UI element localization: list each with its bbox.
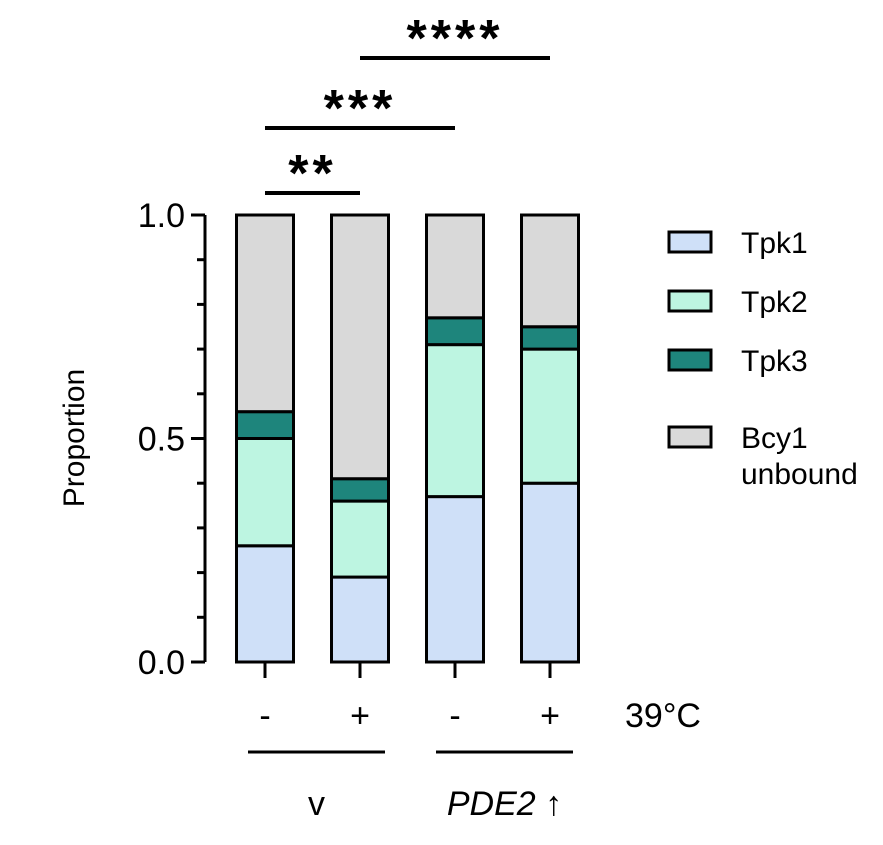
y-tick-label: 1.0: [138, 197, 185, 235]
temp-condition-label: +: [350, 697, 370, 735]
bar-segment-bcy1-unbound-2: [425, 213, 485, 320]
legend-swatch: [667, 230, 713, 254]
bar-segment-tpk1-2: [425, 495, 485, 664]
significance-stars: ***: [324, 80, 397, 138]
group-label: PDE2 ↑: [447, 785, 562, 823]
bar-segment-tpk3-0: [235, 410, 295, 440]
temp-condition-label: +: [540, 697, 560, 735]
significance-stars: ****: [407, 10, 504, 68]
legend-swatch: [667, 348, 713, 372]
bar-segment-tpk1-3: [520, 481, 580, 664]
bar-segment-tpk3-1: [330, 477, 390, 503]
legend-swatch: [667, 289, 713, 313]
bar-segment-tpk2-3: [520, 347, 580, 485]
legend-label: Bcy1 unbound: [741, 422, 858, 491]
legend-label-line: unbound: [741, 458, 858, 491]
y-tick-label: 0.5: [138, 421, 185, 459]
bar-segment-tpk2-1: [330, 499, 390, 579]
legend-label: Tpk1: [741, 227, 808, 260]
legend-label-line: Tpk2: [741, 286, 808, 319]
significance-stars: **: [288, 145, 336, 203]
legend-label: Tpk2: [741, 286, 808, 319]
y-axis-title: Proportion: [58, 369, 91, 507]
legend-label-line: Bcy1: [741, 422, 808, 455]
y-axis: 0.0 0.5 1.0: [138, 197, 207, 682]
bar-segment-tpk3-2: [425, 316, 485, 347]
legend-swatch: [667, 425, 713, 449]
bar-segment-tpk2-2: [425, 343, 485, 499]
bar-segment-tpk3-3: [520, 325, 580, 351]
legend-label-line: Tpk3: [741, 345, 808, 378]
temperature-label: 39°C: [625, 697, 701, 735]
bar-segment-bcy1-unbound-3: [520, 213, 580, 329]
legend: Tpk1 Tpk2 Tpk3 Bcy1 unbound: [667, 227, 858, 491]
bar-segment-tpk2-0: [235, 437, 295, 548]
x-condition-labels: - + - + v PDE2 ↑: [248, 662, 573, 823]
bar-segment-tpk1-0: [235, 544, 295, 664]
temp-condition-label: -: [259, 697, 270, 735]
bar-segment-bcy1-unbound-1: [330, 213, 390, 481]
y-tick-label: 0.0: [138, 644, 185, 682]
legend-label: Tpk3: [741, 345, 808, 378]
bar-segment-bcy1-unbound-0: [235, 213, 295, 414]
bars-layer: [235, 213, 580, 664]
significance-brackets: *********: [265, 10, 550, 203]
legend-label-line: Tpk1: [741, 227, 808, 260]
group-label: v: [308, 785, 325, 823]
bar-segment-tpk1-1: [330, 575, 390, 664]
temp-condition-label: -: [449, 697, 460, 735]
